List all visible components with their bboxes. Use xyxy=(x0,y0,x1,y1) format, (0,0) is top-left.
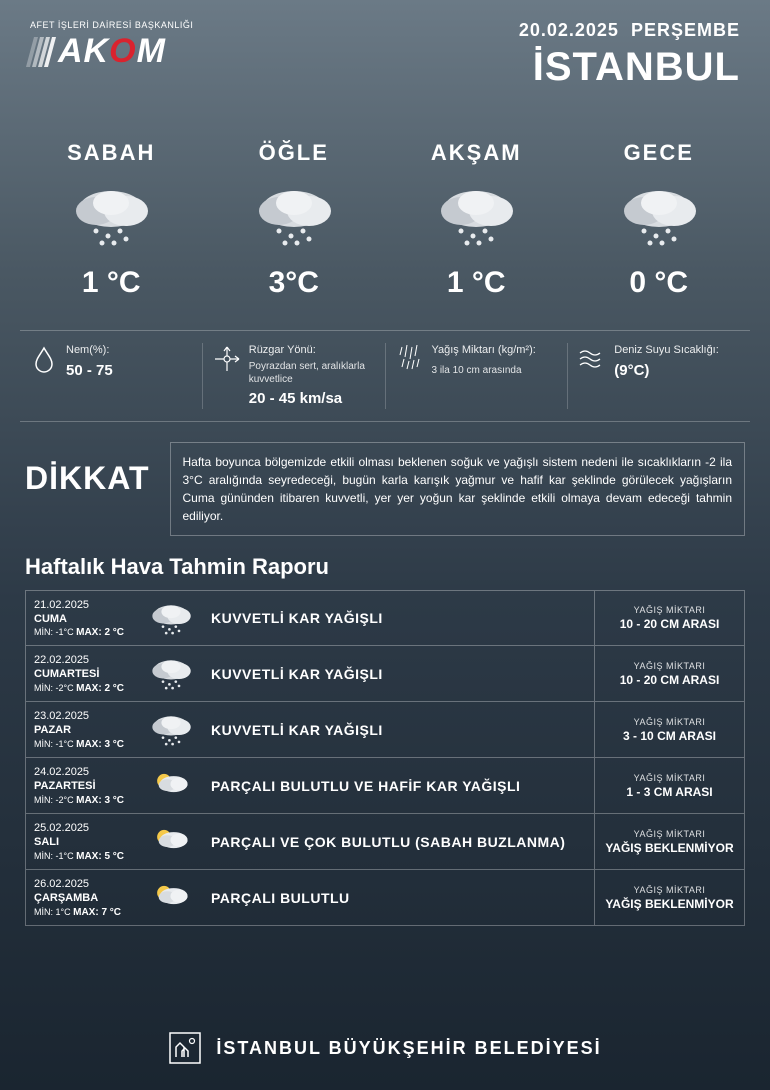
day-row: 24.02.2025 PAZARTESİ MİN: -2°C MAX: 3 °C… xyxy=(25,758,745,814)
day-row: 21.02.2025 CUMA MİN: -1°C MAX: 2 °C KUVV… xyxy=(25,590,745,646)
day-name: PAZAR xyxy=(34,723,133,737)
wave-icon xyxy=(578,345,606,373)
day-date: 24.02.2025 xyxy=(34,765,133,779)
day-weather-icon xyxy=(141,707,201,752)
period-name: AKŞAM xyxy=(385,140,568,166)
day-precip: YAĞIŞ MİKTARI 10 - 20 CM ARASI xyxy=(594,591,744,645)
ibb-logo-icon xyxy=(168,1031,202,1065)
day-periods: SABAH 1 °C ÖĞLE 3°C AKŞAM 1 °C GECE 0 °C xyxy=(0,100,770,320)
day-left: 23.02.2025 PAZAR MİN: -1°C MAX: 3 °C xyxy=(26,705,141,755)
day-date: 22.02.2025 xyxy=(34,653,133,667)
day-desc: PARÇALI BULUTLU xyxy=(201,890,594,906)
day-left: 22.02.2025 CUMARTESİ MİN: -2°C MAX: 2 °C xyxy=(26,649,141,699)
period-name: SABAH xyxy=(20,140,203,166)
day-date: 23.02.2025 xyxy=(34,709,133,723)
day-desc: KUVVETLİ KAR YAĞIŞLI xyxy=(201,610,594,626)
attention-title: DİKKAT xyxy=(25,442,150,497)
weekly-table: 21.02.2025 CUMA MİN: -1°C MAX: 2 °C KUVV… xyxy=(0,590,770,926)
city-name: İSTANBUL xyxy=(519,45,740,90)
logo-subtitle: AFET İŞLERİ DAİRESİ BAŞKANLIĞI xyxy=(30,20,193,30)
day-minmax: MİN: -2°C MAX: 3 °C xyxy=(34,794,133,807)
day-row: 22.02.2025 CUMARTESİ MİN: -2°C MAX: 2 °C… xyxy=(25,646,745,702)
footer: İSTANBUL BÜYÜKŞEHİR BELEDİYESİ xyxy=(0,1001,770,1090)
period-2: AKŞAM 1 °C xyxy=(385,140,568,300)
day-name: SALI xyxy=(34,835,133,849)
period-name: GECE xyxy=(568,140,751,166)
day-precip: YAĞIŞ MİKTARI YAĞIŞ BEKLENMİYOR xyxy=(594,870,744,925)
header: AFET İŞLERİ DAİRESİ BAŞKANLIĞI AKOM 20.0… xyxy=(0,0,770,100)
day-weather-icon xyxy=(141,596,201,641)
period-0: SABAH 1 °C xyxy=(20,140,203,300)
day-minmax: MİN: -1°C MAX: 5 °C xyxy=(34,850,133,863)
day-desc: PARÇALI VE ÇOK BULUTLU (SABAH BUZLANMA) xyxy=(201,834,594,850)
day-minmax: MİN: -2°C MAX: 2 °C xyxy=(34,682,133,695)
footer-text: İSTANBUL BÜYÜKŞEHİR BELEDİYESİ xyxy=(216,1038,601,1059)
precip-detail: Yağış Miktarı (kg/m²): 3 ila 10 cm arası… xyxy=(386,343,569,409)
period-temp: 3°C xyxy=(203,266,386,300)
logo-main: AKOM xyxy=(30,32,193,71)
snow-cloud-icon xyxy=(66,181,156,251)
wind-detail: Rüzgar Yönü: Poyrazdan sert, aralıklarla… xyxy=(203,343,386,409)
period-temp: 1 °C xyxy=(20,266,203,300)
day-desc: KUVVETLİ KAR YAĞIŞLI xyxy=(201,722,594,738)
day-weather-icon xyxy=(141,819,201,864)
day-name: CUMA xyxy=(34,612,133,626)
period-temp: 0 °C xyxy=(568,266,751,300)
day-left: 26.02.2025 ÇARŞAMBA MİN: 1°C MAX: 7 °C xyxy=(26,873,141,923)
day-minmax: MİN: -1°C MAX: 3 °C xyxy=(34,738,133,751)
day-left: 24.02.2025 PAZARTESİ MİN: -2°C MAX: 3 °C xyxy=(26,761,141,811)
date-line: 20.02.2025 PERŞEMBE xyxy=(519,20,740,41)
period-name: ÖĞLE xyxy=(203,140,386,166)
day-name: PAZARTESİ xyxy=(34,779,133,793)
day-precip: YAĞIŞ MİKTARI 3 - 10 CM ARASI xyxy=(594,702,744,757)
day-desc: PARÇALI BULUTLU VE HAFİF KAR YAĞIŞLI xyxy=(201,778,594,794)
snow-cloud-icon xyxy=(249,181,339,251)
day-name: CUMARTESİ xyxy=(34,667,133,681)
sea-detail: Deniz Suyu Sıcaklığı: (9°C) xyxy=(568,343,750,409)
day-left: 21.02.2025 CUMA MİN: -1°C MAX: 2 °C xyxy=(26,594,141,644)
snow-cloud-icon xyxy=(614,181,704,251)
drop-icon xyxy=(30,345,58,373)
day-weather-icon xyxy=(141,875,201,920)
day-date: 21.02.2025 xyxy=(34,598,133,612)
day-precip: YAĞIŞ MİKTARI 10 - 20 CM ARASI xyxy=(594,646,744,701)
day-row: 25.02.2025 SALI MİN: -1°C MAX: 5 °C PARÇ… xyxy=(25,814,745,870)
day-weather-icon xyxy=(141,651,201,696)
day-left: 25.02.2025 SALI MİN: -1°C MAX: 5 °C xyxy=(26,817,141,867)
day-date: 25.02.2025 xyxy=(34,821,133,835)
day-desc: KUVVETLİ KAR YAĞIŞLI xyxy=(201,666,594,682)
attention-text: Hafta boyunca bölgemizde etkili olması b… xyxy=(170,442,746,536)
day-precip: YAĞIŞ MİKTARI YAĞIŞ BEKLENMİYOR xyxy=(594,814,744,869)
period-3: GECE 0 °C xyxy=(568,140,751,300)
logo-area: AFET İŞLERİ DAİRESİ BAŞKANLIĞI AKOM xyxy=(30,20,193,90)
day-weather-icon xyxy=(141,763,201,808)
day-minmax: MİN: -1°C MAX: 2 °C xyxy=(34,626,133,639)
period-1: ÖĞLE 3°C xyxy=(203,140,386,300)
day-precip: YAĞIŞ MİKTARI 1 - 3 CM ARASI xyxy=(594,758,744,813)
day-minmax: MİN: 1°C MAX: 7 °C xyxy=(34,906,133,919)
weekly-title: Haftalık Hava Tahmin Raporu xyxy=(0,546,770,590)
snow-cloud-icon xyxy=(431,181,521,251)
logo-stripes-icon xyxy=(30,37,52,67)
pinwheel-icon xyxy=(213,345,241,373)
day-date: 26.02.2025 xyxy=(34,877,133,891)
day-row: 23.02.2025 PAZAR MİN: -1°C MAX: 3 °C KUV… xyxy=(25,702,745,758)
day-name: ÇARŞAMBA xyxy=(34,891,133,905)
date-city: 20.02.2025 PERŞEMBE İSTANBUL xyxy=(519,20,740,90)
attention-section: DİKKAT Hafta boyunca bölgemizde etkili o… xyxy=(0,422,770,546)
humidity-detail: Nem(%): 50 - 75 xyxy=(20,343,203,409)
rain-icon xyxy=(396,345,424,373)
day-row: 26.02.2025 ÇARŞAMBA MİN: 1°C MAX: 7 °C P… xyxy=(25,870,745,926)
details-row: Nem(%): 50 - 75 Rüzgar Yönü: Poyrazdan s… xyxy=(20,330,750,422)
period-temp: 1 °C xyxy=(385,266,568,300)
